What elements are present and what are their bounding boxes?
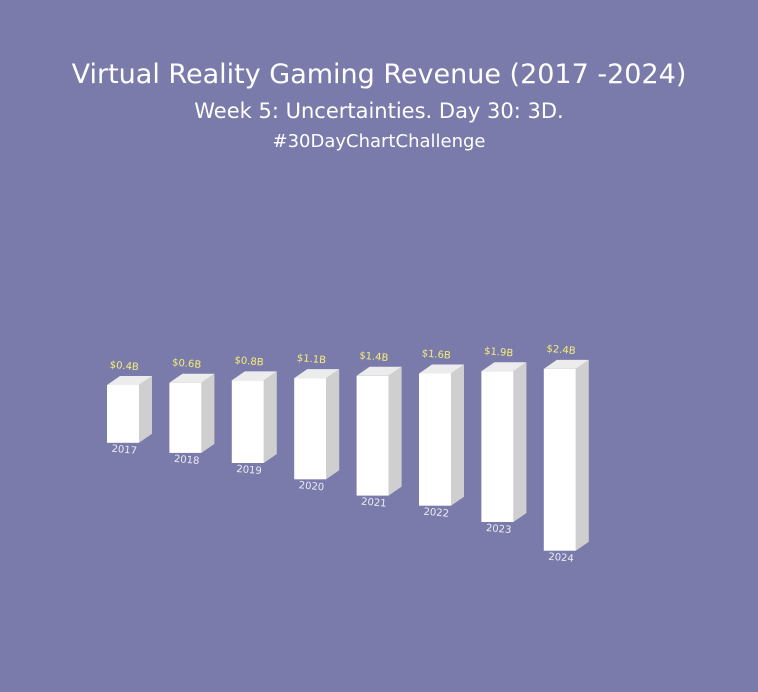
bar-side-face bbox=[575, 359, 589, 551]
bar-2024: $2.4B 2024 bbox=[543, 344, 589, 565]
bar-top-face bbox=[419, 364, 464, 374]
bar-top-face bbox=[107, 376, 152, 385]
bar-value-label: $0.4B bbox=[109, 360, 139, 374]
bar-2021: $1.4B 2021 bbox=[356, 351, 402, 510]
bar-front-face bbox=[481, 371, 514, 522]
bar-value-label: $1.6B bbox=[421, 348, 451, 362]
bar-front-face bbox=[294, 378, 327, 480]
bar-top-face bbox=[169, 373, 215, 383]
x-tick-label: 2020 bbox=[298, 480, 324, 493]
chart-hashtag: #30DayChartChallenge bbox=[272, 131, 486, 152]
bar-value-label: $0.8B bbox=[234, 355, 264, 369]
bar-2018: $0.6B 2018 bbox=[169, 357, 215, 467]
bar-side-face bbox=[451, 364, 464, 506]
bar-2020: $1.1B 2020 bbox=[294, 353, 340, 493]
bar-top-face bbox=[294, 369, 340, 379]
bar-side-face bbox=[513, 362, 527, 522]
bar-front-face bbox=[169, 382, 202, 453]
x-tick-label: 2017 bbox=[111, 444, 137, 457]
chart-subtitle: Week 5: Uncertainties. Day 30: 3D. bbox=[194, 99, 564, 123]
bar-side-face bbox=[139, 376, 152, 443]
bar-front-face bbox=[543, 368, 576, 551]
bar-front-face bbox=[231, 380, 264, 463]
bar-top-face bbox=[356, 366, 402, 376]
bar-2023: $1.9B 2023 bbox=[481, 346, 527, 536]
bar-value-label: $2.4B bbox=[546, 344, 576, 358]
bar-side-face bbox=[201, 373, 215, 453]
bar-2017: $0.4B 2017 bbox=[107, 360, 152, 457]
x-tick-label: 2023 bbox=[485, 523, 511, 536]
bar-side-face bbox=[388, 366, 402, 496]
x-tick-label: 2024 bbox=[548, 552, 574, 565]
bar-front-face bbox=[356, 375, 389, 496]
bar-top-face bbox=[481, 362, 527, 372]
bar-top-face bbox=[543, 359, 589, 369]
chart-title: Virtual Reality Gaming Revenue (2017 -20… bbox=[71, 59, 687, 90]
bar-top-face bbox=[231, 371, 277, 381]
bar-value-label: $1.1B bbox=[296, 353, 326, 367]
bar-2022: $1.6B 2022 bbox=[419, 348, 464, 520]
bar-value-label: $1.9B bbox=[484, 346, 514, 360]
bar-front-face bbox=[107, 385, 139, 443]
x-tick-label: 2022 bbox=[423, 507, 449, 520]
x-tick-label: 2021 bbox=[361, 497, 387, 510]
bar-side-face bbox=[263, 371, 277, 463]
bar-value-label: $0.6B bbox=[172, 357, 202, 371]
bar-front-face bbox=[419, 373, 451, 506]
x-tick-label: 2018 bbox=[173, 454, 199, 467]
x-tick-label: 2019 bbox=[236, 464, 262, 477]
bar-2019: $0.8B 2019 bbox=[231, 355, 277, 477]
bar-value-label: $1.4B bbox=[359, 351, 389, 365]
bar-side-face bbox=[326, 369, 340, 480]
